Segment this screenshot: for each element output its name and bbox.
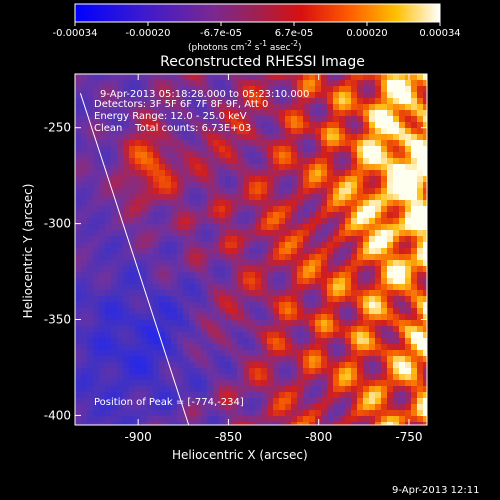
energy-range-label: Energy Range: 12.0 - 25.0 keV bbox=[94, 111, 247, 122]
solar-limb-line bbox=[79, 93, 190, 425]
colorbar: -0.00034 -0.00020 -6.7e-05 6.7e-05 0.00020 0.… bbox=[53, 3, 461, 39]
peak-position-label: Position of Peak = [-774,-234] bbox=[94, 397, 244, 408]
chart-title: Reconstructed RHESSI Image bbox=[160, 54, 365, 70]
y-axis: -250 -300 -350 -400 bbox=[44, 121, 427, 422]
x-axis-label: Heliocentric X (arcsec) bbox=[172, 448, 308, 462]
y-tick-label: -400 bbox=[44, 408, 71, 422]
colorbar-tick-label: -0.00020 bbox=[126, 28, 171, 39]
time-range-label: 9-Apr-2013 05:18:28.000 to 05:23:10.000 bbox=[100, 89, 310, 100]
y-tick-label: -300 bbox=[44, 217, 71, 231]
x-tick-label: -800 bbox=[305, 430, 332, 444]
y-tick-label: -250 bbox=[44, 121, 71, 135]
x-tick-label: -900 bbox=[125, 430, 152, 444]
clean-counts-label: Clean Total counts: 6.73E+03 bbox=[94, 123, 252, 134]
colorbar-tick-label: -0.00034 bbox=[53, 28, 98, 39]
y-axis-label: Heliocentric Y (arcsec) bbox=[21, 183, 35, 319]
colorbar-tick-label: 0.00034 bbox=[419, 28, 460, 39]
x-axis: -900 -850 -800 -750 bbox=[125, 74, 423, 444]
colorbar-tick-label: 6.7e-05 bbox=[275, 28, 313, 39]
x-tick-label: -750 bbox=[395, 430, 422, 444]
heatmap-image bbox=[75, 74, 427, 425]
y-tick-label: -350 bbox=[44, 313, 71, 327]
colorbar-units: (photons cm-2 s-1 asec-2) bbox=[188, 39, 302, 53]
render-timestamp: 9-Apr-2013 12:11 bbox=[392, 485, 480, 496]
x-tick-label: -850 bbox=[215, 430, 242, 444]
colorbar-ticks: -0.00034 -0.00020 -6.7e-05 6.7e-05 0.00020 0.… bbox=[53, 22, 461, 39]
colorbar-tick-label: -6.7e-05 bbox=[200, 28, 242, 39]
colorbar-tick-label: 0.00020 bbox=[346, 28, 387, 39]
colorbar-gradient bbox=[74, 3, 441, 23]
detectors-label: Detectors: 3F 5F 6F 7F 8F 9F, Att 0 bbox=[94, 99, 269, 110]
plot-frame bbox=[74, 73, 428, 426]
